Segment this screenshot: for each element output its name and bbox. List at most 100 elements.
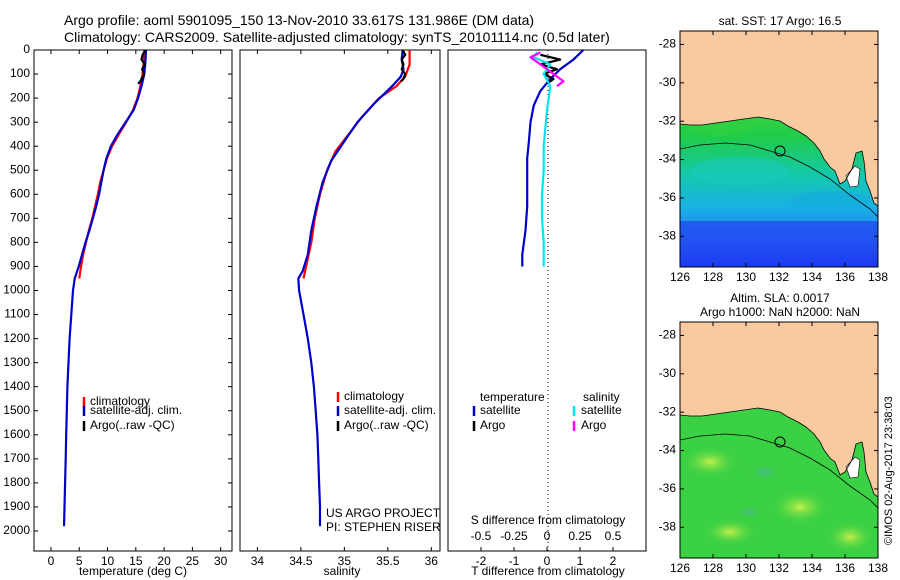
lat-tick-label: -32 <box>659 404 677 418</box>
title-line-2: Climatology: CARS2009. Satellite-adjuste… <box>64 29 610 45</box>
lon-tick-label: 128 <box>703 270 723 284</box>
depth-tick-label: 1300 <box>3 355 30 369</box>
depth-tick-label: 1600 <box>3 427 30 441</box>
sst-map-image <box>680 31 878 267</box>
legend-label-sal-argo: Argo <box>581 418 607 432</box>
difference-series <box>521 49 585 267</box>
depth-tick-label: 200 <box>10 90 30 104</box>
depth-tick-label: 700 <box>10 211 30 225</box>
sla-map-title-1: Altim. SLA: 0.0017 <box>730 291 830 305</box>
sst-map-title: sat. SST: 17 Argo: 16.5 <box>719 14 842 28</box>
lon-tick-label: 132 <box>769 561 789 575</box>
depth-tick-label: 400 <box>10 138 30 152</box>
sla-map-title-2: Argo h1000: NaN h2000: NaN <box>700 305 860 319</box>
lon-tick-label: 134 <box>802 270 822 284</box>
lat-tick-label: -30 <box>659 366 677 380</box>
depth-tick-label: 1000 <box>3 283 30 297</box>
x-tick-label: 25 <box>186 554 200 568</box>
depth-tick-label: 800 <box>10 235 30 249</box>
legend-label-sal-satellite: satellite <box>581 403 622 417</box>
lon-tick-label: 132 <box>769 270 789 284</box>
legend-title-salinity: salinity <box>583 390 620 404</box>
legend-label-argo: Argo(..raw -QC) <box>344 418 429 432</box>
project-credit: US ARGO PROJECT <box>326 506 441 520</box>
series-line-temperature-argo <box>539 53 562 85</box>
salinity-legend: climatology satellite-adj. clim. Argo(..… <box>336 389 436 432</box>
legend-label-satellite: satellite-adj. clim. <box>90 403 182 417</box>
lon-tick-label: 138 <box>868 270 888 284</box>
lon-tick-label: 130 <box>736 561 756 575</box>
salinity-panel: 34 34.5 35 35.5 36 salinity climatology sate… <box>239 49 441 578</box>
x-tick-label: 34 <box>251 554 265 568</box>
series-line-argo-raw-qc- <box>137 49 147 85</box>
series-line-satellite-adj-clim- <box>297 49 405 527</box>
legend-label-temp-satellite: satellite <box>480 403 521 417</box>
depth-tick-label: 1200 <box>3 331 30 345</box>
temperature-x-ticks: 0 5 10 15 20 25 30 <box>48 50 228 568</box>
legend-title-temperature: temperature <box>480 390 545 404</box>
depth-tick-label: 1500 <box>3 403 30 417</box>
sst-land <box>680 31 878 206</box>
sla-map-ticks: -28 -30 -32 -34 -36 -38 126 128 130 132 134 136 138 <box>659 322 888 575</box>
x-tick-label: 36 <box>425 554 439 568</box>
x-tick-label: 10 <box>101 554 115 568</box>
sst-isobath <box>680 142 878 218</box>
series-line-temperature-satellite <box>521 49 585 267</box>
series-line-salinity-satellite <box>532 51 552 267</box>
lat-tick-label: -34 <box>659 152 677 166</box>
sst-map-ticks: -28 -30 -32 -34 -36 -38 126 128 130 132 134 136 138 <box>659 31 888 284</box>
lat-tick-label: -28 <box>659 328 677 342</box>
lon-tick-label: 126 <box>670 561 690 575</box>
lat-tick-label: -38 <box>659 228 677 242</box>
legend-label-climatology: climatology <box>90 394 150 408</box>
difference-x-ticks: -2 -1 0 1 2 -0.5 -0.25 0 0.25 0.5 <box>471 529 622 568</box>
salinity-panel-frame <box>239 49 441 552</box>
series-line-satellite-adj-clim- <box>62 49 148 527</box>
lat-tick-label: -34 <box>659 443 677 457</box>
x-tick-label: 35.5 <box>376 554 400 568</box>
lat-tick-label: -38 <box>659 519 677 533</box>
sla-land <box>680 322 878 497</box>
s-tick-label: -0.5 <box>471 529 492 543</box>
series-line-salinity-argo <box>529 51 565 87</box>
depth-tick-label: 100 <box>10 66 30 80</box>
lat-tick-label: -36 <box>659 190 677 204</box>
float-location-marker <box>774 145 786 157</box>
x-tick-label: 0 <box>48 554 55 568</box>
imos-watermark: ©IMOS 02-Aug-2017 23:38:03 <box>883 396 895 545</box>
temperature-panel-frame <box>33 49 233 552</box>
legend-label-argo: Argo(..raw -QC) <box>90 418 175 432</box>
x-tick-label: 30 <box>214 554 228 568</box>
t-tick-label: -2 <box>476 554 487 568</box>
sst-map: sat. SST: 17 Argo: 16.5 -28-30-32-34-36-… <box>659 14 889 284</box>
float-location-marker <box>774 436 786 448</box>
lon-tick-label: 138 <box>868 561 888 575</box>
salinity-x-label: salinity <box>324 564 361 578</box>
t-difference-label: T difference from climatology <box>471 564 625 578</box>
lon-tick-label: 136 <box>835 270 855 284</box>
depth-tick-label: 1400 <box>3 379 30 393</box>
difference-panel-frame <box>447 49 647 552</box>
lat-tick-label: -30 <box>659 75 677 89</box>
temperature-panel: 0100200300400500600700800900100011001200… <box>3 42 646 578</box>
depth-tick-label: 500 <box>10 162 30 176</box>
x-tick-label: 35 <box>338 554 352 568</box>
s-difference-label: S difference from climatology <box>471 513 626 527</box>
lon-tick-label: 136 <box>835 561 855 575</box>
temperature-x-label: temperature (deg C) <box>79 564 187 578</box>
legend-label-satellite: satellite-adj. clim. <box>344 403 436 417</box>
lon-tick-label: 134 <box>802 561 822 575</box>
depth-tick-label: 2000 <box>3 523 30 537</box>
s-tick-label: 0.5 <box>605 529 622 543</box>
salinity-series <box>297 49 411 527</box>
lon-tick-label: 130 <box>736 270 756 284</box>
depth-tick-label: 300 <box>10 114 30 128</box>
x-tick-label: 15 <box>129 554 143 568</box>
pi-credit: PI: STEPHEN RISER <box>326 520 441 534</box>
temperature-series <box>62 49 148 527</box>
depth-tick-label: 1900 <box>3 499 30 513</box>
x-tick-label: 5 <box>76 554 83 568</box>
depth-tick-label: 900 <box>10 259 30 273</box>
lon-tick-label: 126 <box>670 270 690 284</box>
